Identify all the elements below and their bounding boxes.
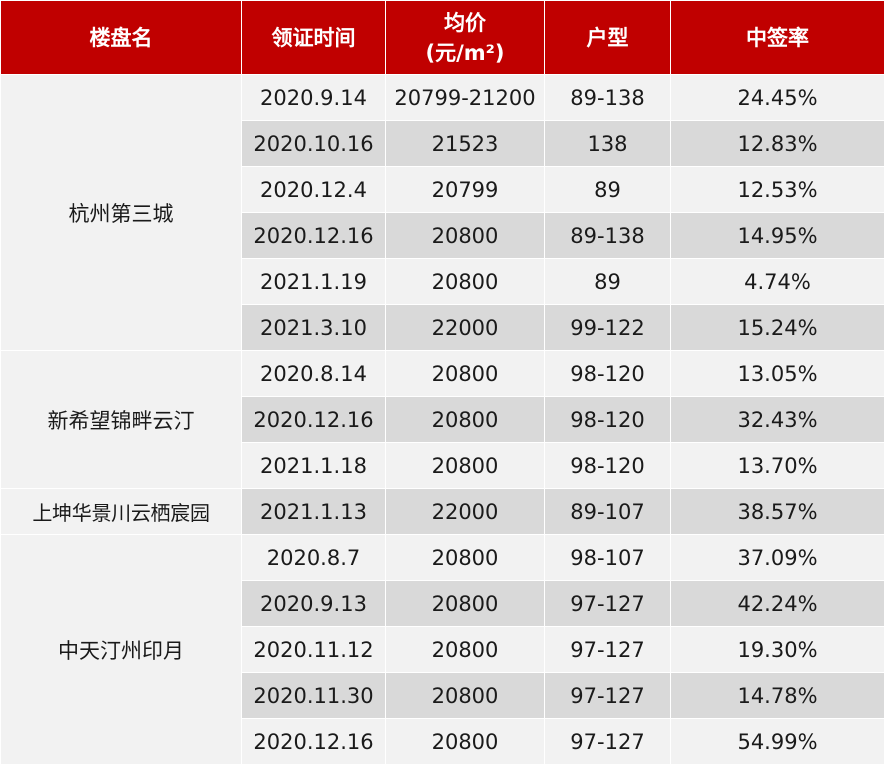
cert-date-cell: 2020.10.16 (242, 121, 386, 167)
project-name-cell: 杭州第三城 (1, 75, 242, 351)
unit-type-cell: 98-107 (545, 535, 671, 581)
win-rate-cell: 24.45% (671, 75, 884, 121)
cert-date-cell: 2021.3.10 (242, 305, 386, 351)
win-rate-cell: 54.99% (671, 719, 884, 765)
cert-date-cell: 2020.12.16 (242, 397, 386, 443)
unit-type-cell: 97-127 (545, 581, 671, 627)
win-rate-cell: 42.24% (671, 581, 884, 627)
cert-date-cell: 2021.1.18 (242, 443, 386, 489)
avg-price-cell: 20800 (386, 673, 545, 719)
win-rate-cell: 4.74% (671, 259, 884, 305)
unit-type-cell: 138 (545, 121, 671, 167)
avg-price-cell: 20800 (386, 213, 545, 259)
unit-type-cell: 89 (545, 167, 671, 213)
win-rate-cell: 38.57% (671, 489, 884, 535)
win-rate-cell: 12.53% (671, 167, 884, 213)
avg-price-cell: 20800 (386, 443, 545, 489)
win-rate-cell: 14.78% (671, 673, 884, 719)
cert-date-cell: 2020.12.16 (242, 719, 386, 765)
cert-date-cell: 2021.1.13 (242, 489, 386, 535)
header-row: 楼盘名 领证时间 均价 (元/m²) 户型 中签率 (1, 1, 884, 75)
unit-type-cell: 99-122 (545, 305, 671, 351)
unit-type-cell: 98-120 (545, 443, 671, 489)
cert-date-cell: 2020.9.13 (242, 581, 386, 627)
avg-price-cell: 21523 (386, 121, 545, 167)
unit-type-cell: 89-138 (545, 213, 671, 259)
win-rate-cell: 15.24% (671, 305, 884, 351)
avg-price-cell: 22000 (386, 489, 545, 535)
avg-price-cell: 20800 (386, 719, 545, 765)
header-win-rate: 中签率 (671, 1, 884, 75)
win-rate-cell: 13.05% (671, 351, 884, 397)
header-unit-type: 户型 (545, 1, 671, 75)
header-avg-price: 均价 (元/m²) (386, 1, 545, 75)
cert-date-cell: 2021.1.19 (242, 259, 386, 305)
cert-date-cell: 2020.8.7 (242, 535, 386, 581)
cert-date-cell: 2020.11.30 (242, 673, 386, 719)
project-name-cell: 中天汀州印月 (1, 535, 242, 765)
avg-price-cell: 20800 (386, 397, 545, 443)
cert-date-cell: 2020.12.4 (242, 167, 386, 213)
win-rate-cell: 37.09% (671, 535, 884, 581)
avg-price-cell: 20800 (386, 259, 545, 305)
avg-price-cell: 20799 (386, 167, 545, 213)
unit-type-cell: 98-120 (545, 397, 671, 443)
win-rate-cell: 12.83% (671, 121, 884, 167)
avg-price-cell: 20800 (386, 627, 545, 673)
win-rate-cell: 19.30% (671, 627, 884, 673)
avg-price-cell: 20799-21200 (386, 75, 545, 121)
header-cert-date: 领证时间 (242, 1, 386, 75)
project-name-cell: 上坤华景川云栖宸园 (1, 489, 242, 535)
header-project: 楼盘名 (1, 1, 242, 75)
unit-type-cell: 89 (545, 259, 671, 305)
win-rate-cell: 13.70% (671, 443, 884, 489)
cert-date-cell: 2020.8.14 (242, 351, 386, 397)
project-name-cell: 新希望锦畔云汀 (1, 351, 242, 489)
header-avg-price-label: 均价 (386, 8, 544, 38)
unit-type-cell: 89-107 (545, 489, 671, 535)
avg-price-cell: 20800 (386, 351, 545, 397)
cert-date-cell: 2020.12.16 (242, 213, 386, 259)
unit-type-cell: 89-138 (545, 75, 671, 121)
win-rate-cell: 32.43% (671, 397, 884, 443)
cert-date-cell: 2020.9.14 (242, 75, 386, 121)
unit-type-cell: 98-120 (545, 351, 671, 397)
header-avg-price-unit: (元/m²) (386, 38, 544, 68)
win-rate-cell: 14.95% (671, 213, 884, 259)
cert-date-cell: 2020.11.12 (242, 627, 386, 673)
avg-price-cell: 20800 (386, 581, 545, 627)
avg-price-cell: 20800 (386, 535, 545, 581)
unit-type-cell: 97-127 (545, 627, 671, 673)
unit-type-cell: 97-127 (545, 719, 671, 765)
unit-type-cell: 97-127 (545, 673, 671, 719)
avg-price-cell: 22000 (386, 305, 545, 351)
